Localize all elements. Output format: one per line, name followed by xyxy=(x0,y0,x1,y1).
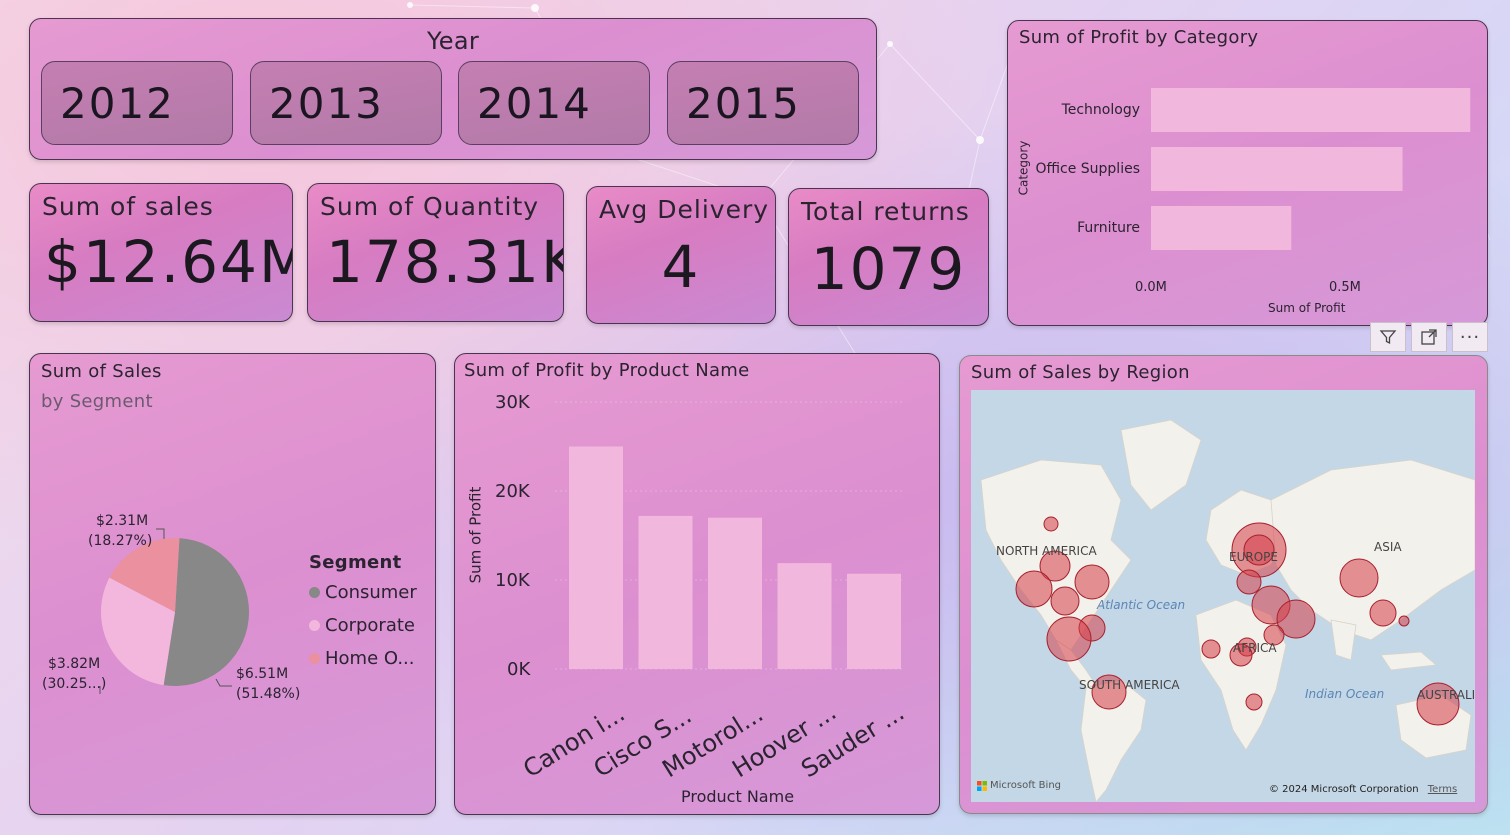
filter-button[interactable] xyxy=(1370,322,1406,352)
y-tick: 10K xyxy=(495,570,530,591)
x-axis-label: Sum of Profit xyxy=(1268,301,1346,315)
kpi-title: Avg Delivery xyxy=(599,195,770,224)
kpi-value: 4 xyxy=(661,233,701,301)
copyright-text: © 2024 Microsoft Corporation xyxy=(1269,784,1419,795)
profit-by-product-chart[interactable]: Sum of Profit by Product Name 30K 20K 10… xyxy=(454,353,940,815)
sales-by-segment-chart[interactable]: Sum of Sales by Segment $2.31M (18.27%) … xyxy=(29,353,436,815)
kpi-title: Sum of Quantity xyxy=(320,192,540,221)
year-slicer: Year 2012 2013 2014 2015 xyxy=(29,18,877,160)
bing-logo: Microsoft Bing xyxy=(977,780,1061,791)
filter-icon xyxy=(1379,330,1397,345)
world-map xyxy=(980,419,1475,802)
product-bars xyxy=(555,401,905,670)
product-bar[interactable] xyxy=(569,446,623,670)
label-europe: EUROPE xyxy=(1229,550,1278,564)
product-bar[interactable] xyxy=(708,517,762,669)
more-options-button[interactable]: ··· xyxy=(1452,322,1488,352)
category-bars xyxy=(1151,88,1471,250)
category-bar-office-supplies[interactable] xyxy=(1151,147,1403,191)
chart-subtitle: by Segment xyxy=(41,391,153,412)
year-button-label: 2013 xyxy=(269,78,384,128)
kpi-card-delivery[interactable]: Avg Delivery 4 xyxy=(586,186,776,324)
chart-title: Sum of Profit by Product Name xyxy=(464,360,750,381)
pie-percent: (30.25...) xyxy=(42,676,107,692)
terms-link[interactable]: Terms xyxy=(1427,784,1458,795)
y-tick: 0K xyxy=(507,659,531,680)
kpi-value: 1079 xyxy=(810,235,967,303)
category-label: Technology xyxy=(1061,102,1140,118)
legend-dot-icon xyxy=(309,653,320,664)
product-bar[interactable] xyxy=(847,573,901,669)
product-bar[interactable] xyxy=(638,515,693,669)
label-north-america: NORTH AMERICA xyxy=(996,544,1097,558)
legend-item-home-office[interactable]: Home O... xyxy=(309,648,414,669)
x-axis-label: Product Name xyxy=(681,787,795,806)
kpi-value: 178.31K xyxy=(326,228,564,296)
year-button-label: 2014 xyxy=(477,78,592,128)
kpi-card-sales[interactable]: Sum of sales $12.64M xyxy=(29,183,293,322)
year-button-label: 2015 xyxy=(686,78,801,128)
kpi-card-quantity[interactable]: Sum of Quantity 178.31K xyxy=(307,183,564,322)
kpi-value: $12.64M xyxy=(44,228,293,296)
chart-title: Sum of Sales xyxy=(41,361,162,382)
profit-by-category-chart[interactable]: Sum of Profit by Category Category Techn… xyxy=(1007,20,1488,326)
pie-label-home-office: $2.31M (18.27%) xyxy=(88,511,152,551)
kpi-title: Total returns xyxy=(801,197,970,226)
year-button-label: 2012 xyxy=(60,78,175,128)
pie-percent: (18.27%) xyxy=(88,533,153,549)
category-label: Office Supplies xyxy=(1035,161,1140,177)
legend-label: Home O... xyxy=(325,648,415,669)
pie-slice-home-office[interactable] xyxy=(109,538,180,612)
legend-dot-icon xyxy=(309,620,320,631)
pie-slice-corporate[interactable] xyxy=(100,577,175,686)
year-slicer-title: Year xyxy=(426,27,479,55)
legend-label: Consumer xyxy=(325,582,417,603)
year-button-2015[interactable]: 2015 xyxy=(667,61,859,145)
year-button-2014[interactable]: 2014 xyxy=(458,61,650,145)
map-canvas[interactable]: NORTH AMERICA SOUTH AMERICA EUROPE AFRIC… xyxy=(971,390,1475,802)
category-bar-technology[interactable] xyxy=(1151,88,1471,132)
bing-label: Microsoft Bing xyxy=(990,780,1062,791)
category-label: Furniture xyxy=(1077,220,1140,236)
focus-mode-icon xyxy=(1421,329,1437,345)
label-indian-ocean: Indian Ocean xyxy=(1305,687,1385,701)
legend-dot-icon xyxy=(309,587,320,598)
chart-title: Sum of Profit by Category xyxy=(1019,27,1259,48)
legend-label: Corporate xyxy=(325,615,415,636)
kpi-card-returns[interactable]: Total returns 1079 xyxy=(788,188,989,326)
chart-title: Sum of Sales by Region xyxy=(971,362,1190,383)
label-asia: ASIA xyxy=(1374,540,1402,554)
label-africa: AFRICA xyxy=(1233,641,1277,655)
pie-value: $6.51M xyxy=(236,666,289,682)
more-options-label: ··· xyxy=(1459,326,1481,348)
pie-slice-consumer[interactable] xyxy=(163,538,249,686)
pie-value: $2.31M xyxy=(96,513,149,529)
sales-by-region-map[interactable]: Sum of Sales by Region xyxy=(959,355,1488,814)
product-bar[interactable] xyxy=(777,563,832,669)
year-button-2012[interactable]: 2012 xyxy=(41,61,233,145)
pie-value: $3.82M xyxy=(48,656,101,672)
pie-label-consumer: $6.51M (51.48%) xyxy=(236,664,300,704)
y-tick: 30K xyxy=(495,392,530,413)
kpi-title: Sum of sales xyxy=(42,192,214,221)
legend-item-consumer[interactable]: Consumer xyxy=(309,582,417,603)
segment-pie xyxy=(99,528,249,694)
category-bar-furniture[interactable] xyxy=(1151,206,1292,250)
microsoft-logo-icon xyxy=(977,780,987,791)
year-button-2013[interactable]: 2013 xyxy=(250,61,442,145)
map-copyright: © 2024 Microsoft Corporation Terms xyxy=(1269,784,1457,795)
label-south-america: SOUTH AMERICA xyxy=(1079,678,1180,692)
pie-label-corporate: $3.82M (30.25...) xyxy=(42,654,106,694)
focus-mode-button[interactable] xyxy=(1411,322,1447,352)
pie-percent: (51.48%) xyxy=(236,686,301,702)
x-tick: 0.0M xyxy=(1135,280,1167,295)
x-tick: 0.5M xyxy=(1329,280,1361,295)
label-atlantic-ocean: Atlantic Ocean xyxy=(1097,598,1186,612)
y-tick: 20K xyxy=(495,481,530,502)
legend-title: Segment xyxy=(309,552,402,573)
legend-item-corporate[interactable]: Corporate xyxy=(309,615,415,636)
